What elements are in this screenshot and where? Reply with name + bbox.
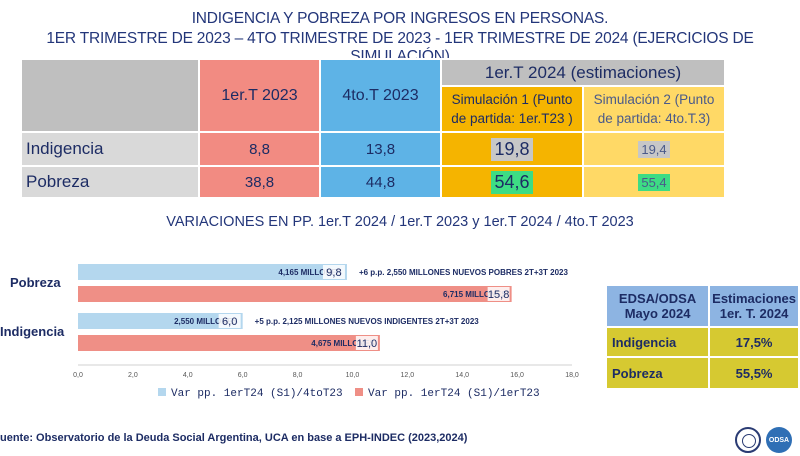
cell-value: 44,8 (319, 165, 442, 199)
side-header-right: Estimaciones 1er. T. 2024 (708, 284, 800, 328)
table-row: Pobreza 38,8 44,8 54,6 55,4 (20, 165, 726, 199)
x-tick-label: 12,0 (401, 372, 415, 379)
sim2-highlight: 19,4 (638, 140, 670, 158)
side-row-label: Indigencia (604, 326, 711, 358)
bar-inner-label: 2,550 MILLONES (174, 317, 238, 326)
page-title-line1: INDIGENCIA Y POBREZA POR INGRESOS EN PER… (191, 10, 609, 27)
sim1-highlight: 54,6 (491, 170, 533, 194)
uca-seal-logo (735, 427, 761, 453)
x-tick-label: 14,0 (455, 372, 469, 379)
legend-swatch (158, 388, 166, 396)
side-table: EDSA/ODSA Mayo 2024 Estimaciones 1er. T.… (604, 284, 800, 390)
value-label-background (218, 314, 241, 328)
header-sim1: Simulación 1 (Punto de partida: 1er.T23 … (440, 85, 584, 133)
bar (78, 335, 380, 351)
chart-subtitle: VARIACIONES EN PP. 1er.T 2024 / 1er.T 20… (166, 214, 634, 230)
cell-value: 19,8 (440, 131, 584, 167)
category-label: Pobreza (10, 275, 61, 290)
sim1-highlight: 19,8 (491, 137, 533, 161)
x-tick-label: 18,0 (565, 372, 579, 379)
cell-value: 54,6 (440, 165, 584, 199)
table-row: Indigencia 17,5% (604, 326, 800, 358)
bar-inner-label: 6,715 MILLONES (443, 290, 507, 299)
side-row-label: Pobreza (604, 356, 711, 390)
legend-label: Var pp. 1erT24 (S1)/4toT23 (171, 388, 343, 400)
legend-swatch (355, 388, 363, 396)
header-4tot2023: 4to.T 2023 (319, 58, 442, 133)
value-label: 15,8 (488, 289, 509, 301)
x-tick-label: 10,0 (346, 372, 360, 379)
cell-value: 13,8 (319, 131, 442, 167)
value-label-background (355, 336, 378, 350)
sim2-highlight: 55,4 (638, 173, 670, 191)
table-row: Pobreza 55,5% (604, 356, 800, 390)
legend-label: Var pp. 1erT24 (S1)/1erT23 (368, 388, 540, 400)
odsa-logo: ODSA (766, 427, 792, 453)
value-label: 6,0 (222, 316, 237, 328)
header-group-1ert2024: 1er.T 2024 (estimaciones) (440, 58, 726, 87)
variation-chart: 0,0 2,0 4,0 6,0 8,0 10,0 12,0 14,0 16,0 18,0 Pobre… (0, 264, 579, 400)
x-tick-label: 8,0 (293, 372, 303, 379)
source-footer: uente: Observatorio de la Deuda Social A… (0, 432, 468, 444)
main-table: 1er.T 2023 4to.T 2023 1er.T 2024 (estima… (20, 58, 726, 199)
header-empty-cell (20, 58, 200, 133)
odsa-logo-text: ODSA (768, 436, 790, 444)
cell-value: 55,4 (582, 165, 726, 199)
cell-value: 19,4 (582, 131, 726, 167)
bar-inner-label: 4,675 MILLONES (311, 339, 375, 348)
header-sim2: Simulación 2 (Punto de partida: 4to.T.3) (582, 85, 726, 133)
bar (78, 264, 347, 280)
value-label: 9,8 (326, 267, 341, 279)
side-row-value: 55,5% (708, 356, 800, 390)
value-label-background (487, 287, 510, 301)
side-row-value: 17,5% (708, 326, 800, 358)
row-label-indigencia: Indigencia (20, 131, 200, 167)
x-tick-label: 0,0 (73, 372, 83, 379)
x-tick-label: 6,0 (238, 372, 248, 379)
annotation: +5 p.p. 2,125 MILLONES NUEVOS INDIGENTES… (255, 317, 480, 326)
cell-value: 8,8 (198, 131, 321, 167)
header-1ert2023: 1er.T 2023 (198, 58, 321, 133)
bar (78, 313, 243, 329)
value-label-background (322, 265, 345, 279)
x-tick-label: 4,0 (183, 372, 193, 379)
row-label-pobreza: Pobreza (20, 165, 200, 199)
x-tick-label: 16,0 (510, 372, 524, 379)
cell-value: 38,8 (198, 165, 321, 199)
annotation: +6 p.p. 2,550 MILLONES NUEVOS POBRES 2T+… (359, 268, 569, 277)
category-label: Indigencia (0, 324, 65, 339)
bar-inner-label: 4,165 MILLONES (278, 268, 342, 277)
bar (78, 286, 512, 302)
x-tick-label: 2,0 (128, 372, 138, 379)
value-label: 11,0 (357, 338, 378, 350)
table-row: Indigencia 8,8 13,8 19,8 19,4 (20, 131, 726, 167)
side-header-left: EDSA/ODSA Mayo 2024 (604, 284, 711, 328)
